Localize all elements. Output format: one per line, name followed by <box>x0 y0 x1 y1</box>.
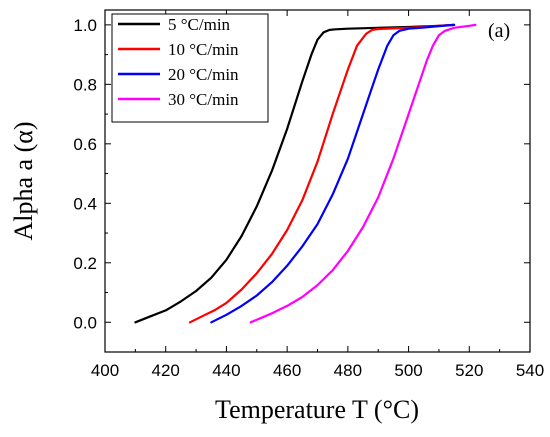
y-tick-label: 0.4 <box>73 194 97 213</box>
series-layer <box>134 23 477 324</box>
legend-label: 5 °C/min <box>168 15 231 34</box>
x-tick-label: 480 <box>334 361 362 380</box>
y-tick-label: 0.0 <box>73 313 97 332</box>
x-tick-label: 520 <box>455 361 483 380</box>
y-axis-ticks: 0.0 0.2 0.4 0.6 0.8 1.0 <box>73 16 530 332</box>
x-axis-ticks: 400 420 440 460 480 500 520 540 <box>91 10 544 380</box>
series-line-2 <box>188 23 456 324</box>
x-tick-label: 440 <box>212 361 240 380</box>
x-tick-label: 540 <box>516 361 544 380</box>
series-line-3 <box>210 23 456 324</box>
x-tick-label: 500 <box>394 361 422 380</box>
x-tick-label: 460 <box>273 361 301 380</box>
legend-label: 20 °C/min <box>168 65 239 84</box>
legend-label: 30 °C/min <box>168 90 239 109</box>
y-tick-label: 0.2 <box>73 254 97 273</box>
legend-box <box>111 13 269 123</box>
y-tick-label: 1.0 <box>73 16 97 35</box>
y-tick-label: 0.8 <box>73 75 97 94</box>
y-axis-title: Alpha a (α) <box>9 121 38 240</box>
y-tick-label: 0.6 <box>73 135 97 154</box>
legend-label: 10 °C/min <box>168 40 239 59</box>
series-line-1 <box>134 23 456 324</box>
x-axis-title: Temperature T (°C) <box>215 395 419 424</box>
panel-label: (a) <box>488 20 510 42</box>
x-tick-label: 400 <box>91 361 119 380</box>
series-line-4 <box>249 23 477 324</box>
legend: 5 °C/min 10 °C/min 20 °C/min 30 °C/min <box>111 13 269 123</box>
x-tick-label: 420 <box>152 361 180 380</box>
